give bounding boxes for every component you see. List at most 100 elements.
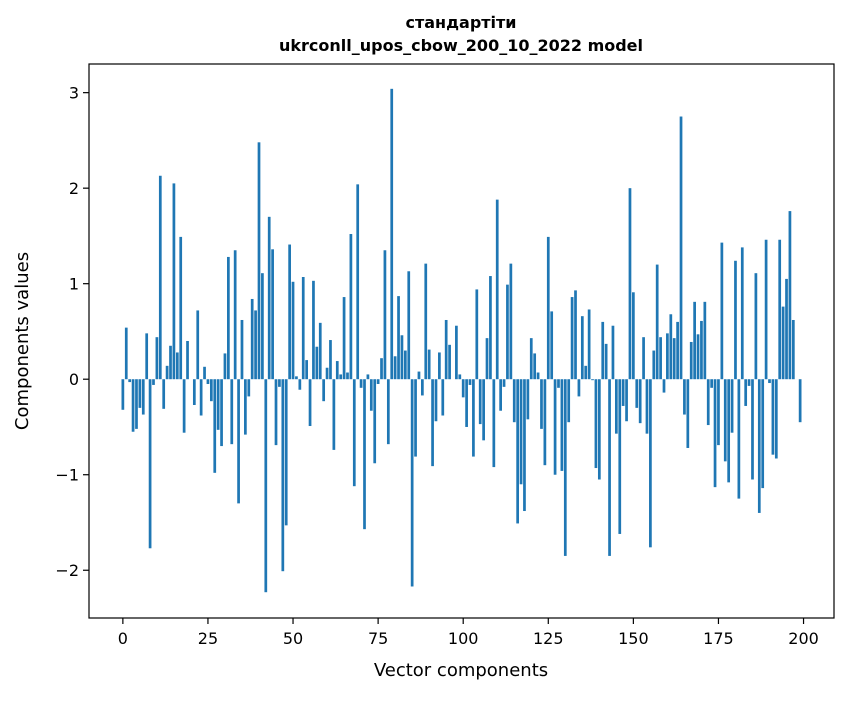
bar-191 — [771, 379, 775, 455]
bar-93 — [438, 352, 441, 380]
bar-4 — [135, 379, 138, 429]
bar-170 — [700, 320, 703, 380]
bar-184 — [747, 379, 751, 386]
bar-123 — [540, 379, 543, 429]
x-axis-ticks: 0 25 50 75 100 125 150 175 200 — [118, 618, 819, 648]
bar-118 — [523, 379, 526, 512]
bar-188 — [761, 379, 765, 489]
bar-131 — [567, 379, 571, 423]
bar-71 — [363, 379, 366, 530]
bar-23 — [199, 379, 203, 416]
bar-95 — [444, 319, 448, 380]
y-axis-ticks: −2 −1 0 1 2 3 — [55, 84, 89, 580]
bar-46 — [278, 379, 281, 387]
bar-130 — [563, 379, 567, 556]
bar-193 — [778, 239, 782, 380]
bar-183 — [744, 379, 748, 406]
bar-164 — [679, 116, 683, 380]
bar-103 — [472, 379, 475, 457]
bar-190 — [768, 379, 771, 384]
bar-36 — [244, 379, 247, 435]
bar-163 — [676, 321, 679, 380]
bar-17 — [179, 236, 183, 380]
bar-80 — [393, 356, 397, 380]
bar-144 — [611, 325, 615, 380]
bar-5 — [138, 379, 142, 408]
bar-175 — [717, 379, 720, 446]
x-tick-label: 125 — [533, 629, 564, 648]
bar-110 — [495, 199, 499, 380]
y-tick-label: −1 — [55, 466, 79, 485]
bar-104 — [475, 289, 479, 380]
bar-151 — [635, 379, 639, 408]
bar-140 — [597, 379, 601, 480]
bar-162 — [672, 338, 676, 380]
y-tick-label: −2 — [55, 561, 79, 580]
bar-56 — [312, 280, 315, 380]
bar-186 — [754, 273, 758, 380]
bar-91 — [431, 379, 434, 467]
bar-70 — [359, 379, 363, 388]
bar-51 — [295, 376, 298, 380]
bar-79 — [390, 88, 394, 380]
bars-group — [121, 88, 802, 593]
bar-50 — [291, 281, 295, 380]
bar-146 — [618, 379, 622, 534]
bar-121 — [533, 353, 537, 380]
bar-13 — [165, 365, 169, 380]
bar-127 — [553, 379, 557, 475]
bar-45 — [274, 379, 278, 446]
bar-98 — [455, 325, 458, 380]
bar-15 — [172, 183, 176, 380]
bar-37 — [247, 379, 251, 397]
bar-116 — [516, 379, 520, 524]
bar-108 — [489, 276, 492, 380]
bar-59 — [322, 379, 326, 402]
bar-11 — [158, 175, 162, 380]
bar-155 — [649, 379, 652, 548]
bar-6 — [141, 379, 145, 415]
bar-7 — [145, 333, 149, 380]
bar-12 — [162, 379, 166, 409]
bar-10 — [155, 337, 159, 380]
bar-87 — [417, 371, 421, 380]
bar-174 — [713, 379, 717, 488]
bar-90 — [427, 349, 431, 380]
bar-197 — [791, 319, 795, 380]
bar-199 — [798, 379, 802, 423]
bar-166 — [686, 379, 690, 448]
bar-194 — [781, 306, 785, 380]
bar-126 — [550, 311, 554, 380]
bar-129 — [560, 379, 564, 471]
bar-154 — [645, 379, 649, 434]
bar-77 — [383, 250, 387, 380]
bar-135 — [580, 316, 584, 380]
bar-49 — [288, 244, 291, 380]
bar-75 — [376, 379, 380, 384]
bar-31 — [227, 256, 230, 380]
bar-22 — [196, 310, 200, 380]
bar-32 — [230, 379, 234, 445]
x-tick-label: 25 — [198, 629, 218, 648]
bar-33 — [233, 250, 237, 380]
bar-81 — [397, 296, 400, 380]
bar-39 — [254, 310, 257, 380]
bar-58 — [318, 322, 322, 380]
bar-181 — [737, 379, 741, 499]
bar-28 — [216, 379, 220, 430]
bar-53 — [301, 277, 305, 380]
bar-40 — [257, 142, 261, 380]
bar-8 — [148, 379, 152, 549]
bar-14 — [169, 345, 172, 380]
bar-26 — [209, 379, 213, 402]
bar-141 — [601, 321, 605, 380]
bar-57 — [315, 346, 319, 380]
bar-120 — [529, 338, 533, 380]
bar-25 — [206, 379, 210, 384]
y-tick-label: 1 — [69, 275, 79, 294]
bar-21 — [192, 379, 196, 405]
bar-0 — [121, 379, 125, 410]
bar-168 — [693, 301, 696, 380]
bar-124 — [543, 379, 547, 466]
